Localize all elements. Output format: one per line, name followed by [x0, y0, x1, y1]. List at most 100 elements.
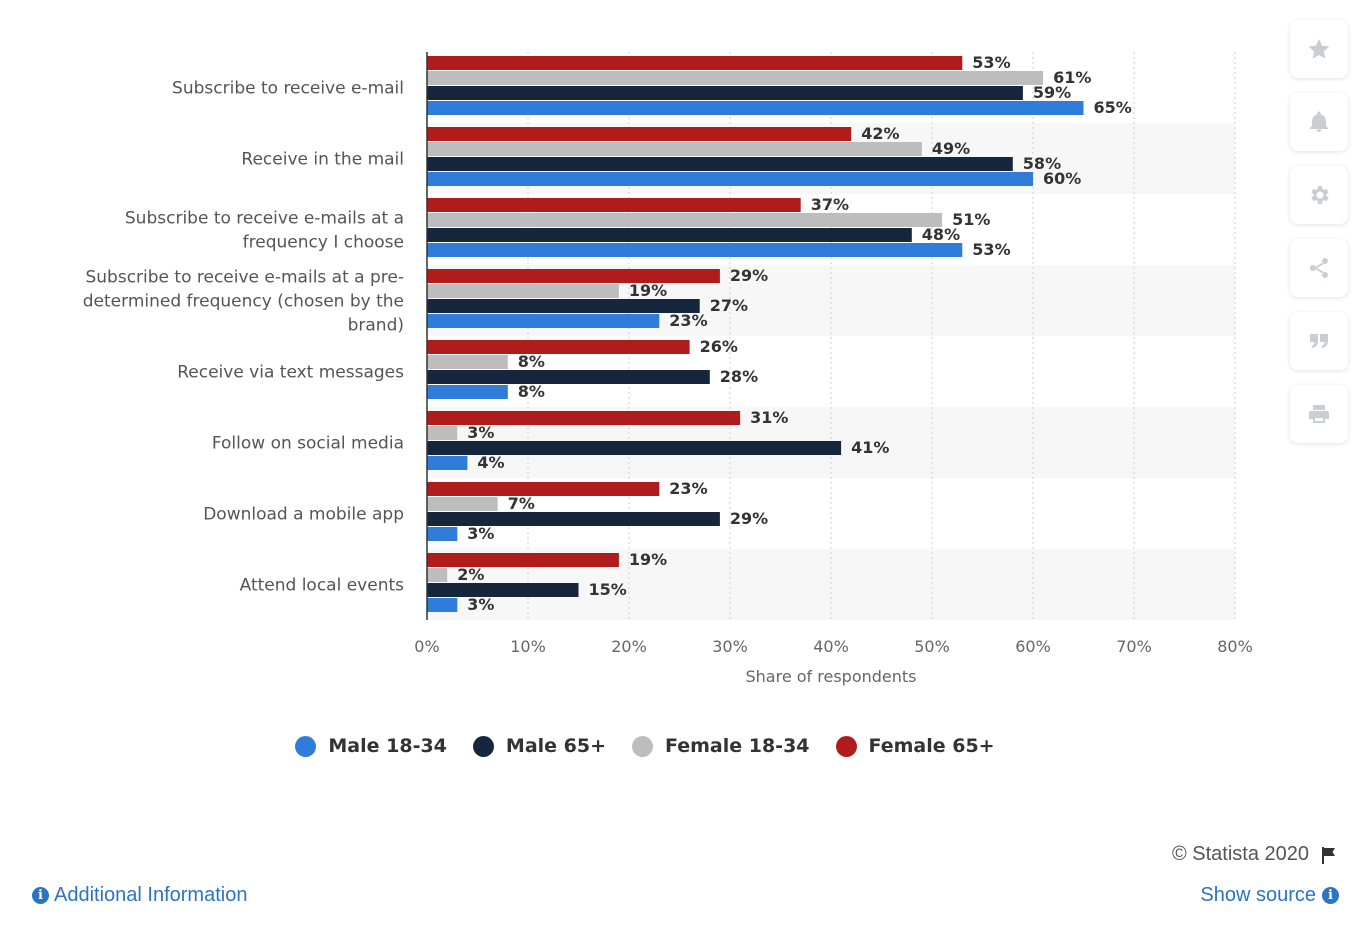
bar[interactable] — [427, 127, 852, 141]
bar[interactable] — [427, 101, 1084, 115]
data-label: 3% — [467, 595, 494, 614]
bar[interactable] — [427, 527, 458, 541]
bar[interactable] — [427, 598, 458, 612]
x-axis-title: Share of respondents — [745, 667, 916, 686]
category-label: Receive via text messages — [177, 363, 404, 383]
bar[interactable] — [427, 568, 448, 582]
bar[interactable] — [427, 71, 1044, 85]
data-label: 4% — [477, 453, 504, 472]
legend-item-female-18-34[interactable]: Female 18-34 — [632, 735, 810, 757]
bar[interactable] — [427, 482, 660, 496]
bar[interactable] — [427, 411, 741, 425]
notification-button[interactable] — [1290, 93, 1348, 151]
category-label: Receive in the mail — [241, 150, 404, 170]
data-label: 61% — [1053, 68, 1091, 87]
additional-information-link[interactable]: i Additional Information — [32, 884, 247, 907]
bar-chart: 0% 10% 20% 30% 40% 50% 60% 70% 80% Share of respo… — [83, 52, 1253, 686]
show-source-link[interactable]: Show source i — [1200, 884, 1339, 907]
bar[interactable] — [427, 172, 1033, 186]
star-icon — [1308, 39, 1330, 59]
legend-label: Female 18-34 — [665, 735, 810, 757]
bar[interactable] — [427, 426, 458, 440]
bar[interactable] — [427, 370, 710, 384]
legend-label: Male 18-34 — [328, 735, 447, 757]
bell-icon — [1310, 111, 1328, 132]
data-label: 19% — [629, 281, 667, 300]
data-label: 3% — [467, 524, 494, 543]
data-label: 2% — [457, 565, 484, 584]
gear-icon — [1311, 186, 1329, 204]
data-label: 15% — [589, 580, 627, 599]
bar[interactable] — [427, 441, 842, 455]
show-source-label: Show source — [1200, 884, 1316, 906]
bar[interactable] — [427, 56, 963, 70]
bar[interactable] — [427, 355, 508, 369]
data-label: 8% — [518, 352, 545, 371]
bar[interactable] — [427, 243, 963, 257]
data-label: 26% — [700, 337, 738, 356]
bar[interactable] — [427, 213, 943, 227]
legend-label: Female 65+ — [868, 735, 995, 757]
category-label: Subscribe to receive e-mails at a pre- — [85, 268, 404, 288]
copyright-text: © Statista 2020 — [1171, 843, 1309, 865]
bar[interactable] — [427, 142, 922, 156]
bar[interactable] — [427, 340, 690, 354]
bar[interactable] — [427, 314, 660, 328]
bar[interactable] — [427, 583, 579, 597]
share-button[interactable] — [1290, 239, 1348, 297]
flag-icon[interactable] — [1319, 845, 1339, 865]
data-label: 37% — [811, 195, 849, 214]
data-label: 29% — [730, 266, 768, 285]
bar[interactable] — [427, 157, 1013, 171]
data-label: 29% — [730, 509, 768, 528]
data-label: 41% — [851, 438, 889, 457]
legend-label: Male 65+ — [505, 735, 607, 757]
category-label: determined frequency (chosen by the — [83, 292, 404, 312]
category-label: frequency I choose — [243, 233, 404, 253]
x-tick-label: 50% — [914, 637, 950, 656]
x-tick-label: 70% — [1116, 637, 1152, 656]
data-label: 42% — [861, 124, 899, 143]
legend-item-male-65[interactable]: Male 65+ — [472, 735, 607, 757]
data-label: 3% — [467, 423, 494, 442]
bar[interactable] — [427, 284, 619, 298]
data-label: 23% — [669, 311, 707, 330]
category-label: Follow on social media — [212, 434, 404, 454]
favorite-button[interactable] — [1290, 20, 1348, 78]
print-button[interactable] — [1290, 385, 1348, 443]
x-tick-label: 40% — [813, 637, 849, 656]
data-label: 58% — [1023, 154, 1061, 173]
data-label: 23% — [669, 479, 707, 498]
category-label: Attend local events — [240, 576, 405, 596]
print-icon — [1309, 405, 1329, 423]
legend-item-female-65[interactable]: Female 65+ — [835, 735, 995, 757]
bar[interactable] — [427, 512, 720, 526]
data-label: 51% — [952, 210, 990, 229]
data-label: 60% — [1043, 169, 1081, 188]
data-label: 65% — [1094, 98, 1132, 117]
info-icon: i — [32, 887, 49, 904]
legend-item-male-18-34[interactable]: Male 18-34 — [295, 735, 447, 757]
data-label: 53% — [972, 53, 1010, 72]
bar[interactable] — [427, 228, 912, 242]
bar[interactable] — [427, 497, 498, 511]
cite-button[interactable] — [1290, 312, 1348, 370]
x-tick-label: 60% — [1015, 637, 1051, 656]
bar[interactable] — [427, 198, 801, 212]
x-tick-label: 0% — [414, 637, 439, 656]
bar[interactable] — [427, 456, 468, 470]
data-label: 31% — [750, 408, 788, 427]
bar[interactable] — [427, 299, 700, 313]
bar[interactable] — [427, 385, 508, 399]
x-tick-label: 80% — [1217, 637, 1253, 656]
bar[interactable] — [427, 269, 720, 283]
x-tick-label: 10% — [510, 637, 546, 656]
bar[interactable] — [427, 86, 1023, 100]
bar[interactable] — [427, 553, 619, 567]
data-label: 59% — [1033, 83, 1071, 102]
data-label: 7% — [508, 494, 535, 513]
legend-marker — [295, 735, 317, 757]
category-label: Download a mobile app — [203, 505, 404, 525]
settings-button[interactable] — [1290, 166, 1348, 224]
info-icon: i — [1322, 887, 1339, 904]
